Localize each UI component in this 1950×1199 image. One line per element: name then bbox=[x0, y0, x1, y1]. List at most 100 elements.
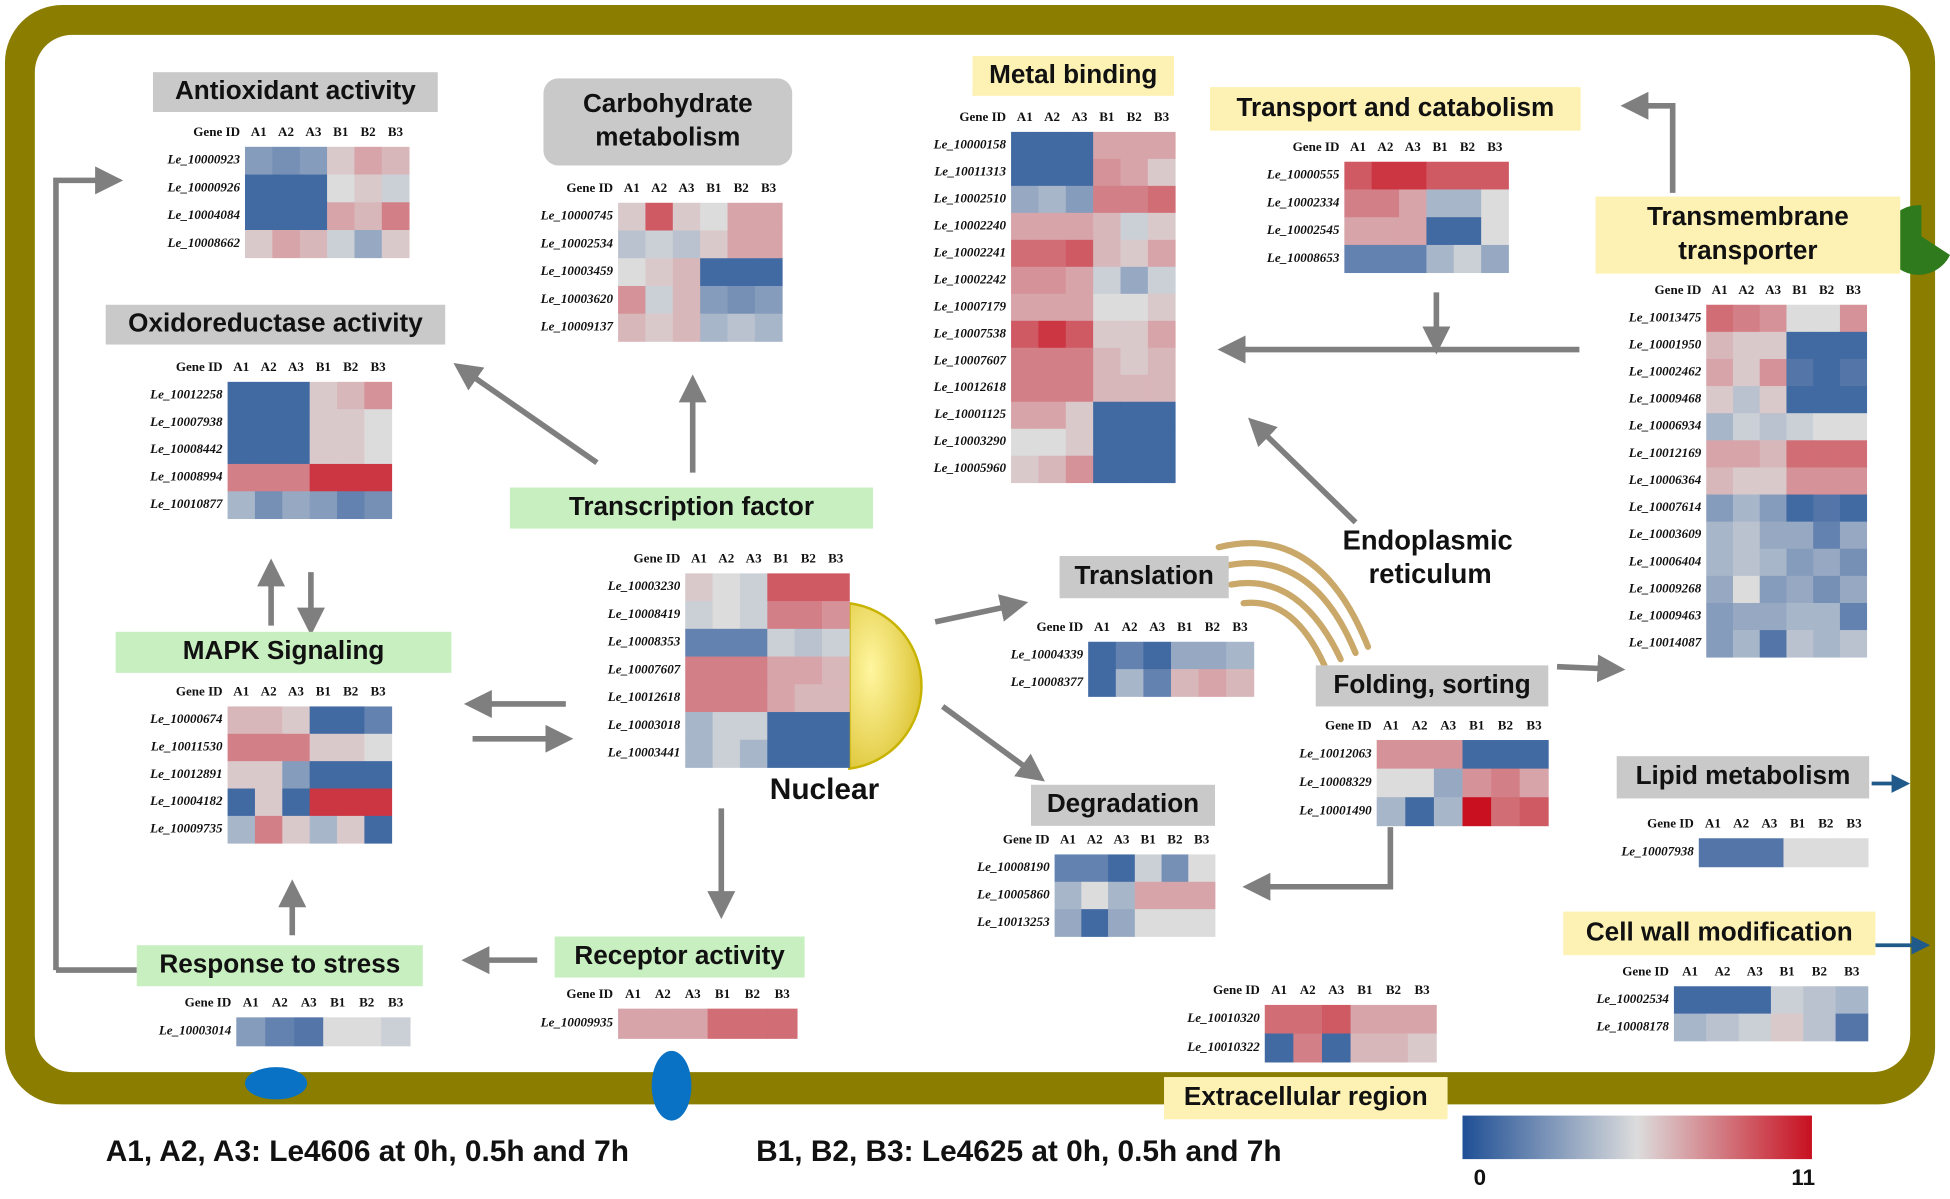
heat-cell bbox=[1011, 428, 1039, 457]
er bbox=[1215, 540, 1372, 669]
heat-cell bbox=[1093, 347, 1121, 376]
heat-cell bbox=[1093, 212, 1121, 241]
heat-cell bbox=[1011, 239, 1039, 268]
heat-cell bbox=[254, 491, 283, 520]
heat-cell bbox=[1344, 217, 1373, 246]
heat-cell bbox=[337, 463, 365, 492]
gene-id: Le_10003441 bbox=[607, 745, 680, 760]
column-header: A2 bbox=[1122, 619, 1138, 634]
column-header: B1 bbox=[316, 359, 331, 374]
heat-cell bbox=[712, 684, 741, 713]
column-header: B3 bbox=[388, 124, 404, 139]
column-header: A3 bbox=[1328, 982, 1344, 997]
heat-cell bbox=[1813, 386, 1841, 414]
gene-id: Le_10000674 bbox=[149, 711, 223, 726]
heat-cell bbox=[1803, 1013, 1836, 1042]
heat-cell bbox=[1143, 669, 1172, 697]
heat-cell bbox=[739, 601, 768, 630]
colorbar-tick-label: 0 bbox=[1474, 1165, 1486, 1190]
heat-cell bbox=[309, 815, 338, 844]
heat-cell bbox=[677, 1008, 708, 1039]
heat-cell bbox=[685, 601, 713, 630]
heat-cell bbox=[1065, 374, 1094, 403]
heat-cell bbox=[1835, 986, 1869, 1014]
column-header: Gene ID bbox=[176, 359, 223, 374]
heat-cell bbox=[1170, 669, 1199, 697]
heat-cell bbox=[1839, 838, 1869, 868]
column-header: A2 bbox=[1738, 282, 1754, 297]
heat-cell bbox=[364, 761, 393, 789]
heat-cell bbox=[1093, 428, 1121, 457]
panel-title: Transcription factor bbox=[569, 491, 814, 521]
heat-cell bbox=[1706, 575, 1734, 604]
heat-cell bbox=[227, 815, 256, 844]
heat-cell bbox=[254, 463, 283, 492]
heat-cell bbox=[1379, 1004, 1409, 1034]
heat-cell bbox=[754, 258, 783, 287]
heat-cell bbox=[1065, 347, 1094, 376]
heat-cell bbox=[381, 230, 410, 259]
heat-cell bbox=[1081, 909, 1109, 937]
heat-cell bbox=[1120, 347, 1149, 376]
heat-cell bbox=[618, 202, 646, 231]
heat-cell bbox=[227, 761, 256, 789]
title-box bbox=[1563, 911, 1876, 956]
heat-cell bbox=[739, 684, 768, 713]
heat-cell bbox=[1813, 494, 1841, 523]
heat-cell bbox=[1706, 521, 1734, 550]
gene-id: Le_10008353 bbox=[607, 634, 681, 649]
heat-cell bbox=[364, 463, 393, 492]
gene-id: Le_10002241 bbox=[933, 244, 1006, 259]
heat-cell bbox=[767, 1008, 798, 1039]
heat-cell bbox=[1706, 1013, 1739, 1042]
heat-cell bbox=[739, 712, 768, 741]
heat-cell bbox=[727, 313, 756, 342]
panel-title: Degradation bbox=[1047, 788, 1199, 818]
column-header: B3 bbox=[1844, 964, 1860, 979]
heat-cell bbox=[1732, 521, 1761, 550]
column-header: A1 bbox=[1017, 109, 1033, 124]
heat-cell bbox=[1706, 440, 1734, 468]
column-header: B1 bbox=[1099, 109, 1114, 124]
heat-cell bbox=[309, 409, 338, 437]
column-header: A3 bbox=[1440, 717, 1456, 732]
heat-cell bbox=[1038, 428, 1067, 457]
column-header: A3 bbox=[1149, 619, 1165, 634]
gene-id: Le_10008329 bbox=[1298, 774, 1372, 789]
heat-cell bbox=[794, 712, 823, 741]
heat-cell bbox=[1839, 440, 1868, 468]
heat-cell bbox=[1732, 467, 1761, 495]
heat-cell bbox=[1147, 347, 1176, 376]
heat-cell bbox=[1188, 854, 1216, 883]
heat-cell bbox=[1115, 641, 1144, 670]
heat-cell bbox=[1755, 838, 1784, 868]
heat-cell bbox=[1120, 212, 1149, 241]
heat-cell bbox=[1054, 881, 1082, 910]
heat-cell bbox=[1453, 189, 1482, 218]
heat-cell bbox=[672, 230, 701, 259]
column-header: A3 bbox=[305, 124, 321, 139]
column-header: Gene ID bbox=[1036, 619, 1083, 634]
column-header: B2 bbox=[360, 124, 375, 139]
heat-cell bbox=[1011, 455, 1039, 484]
gene-id: Le_10002510 bbox=[933, 190, 1007, 205]
heat-cell bbox=[1399, 244, 1427, 274]
heat-cell bbox=[767, 601, 796, 630]
gene-id: Le_10006364 bbox=[1628, 472, 1702, 487]
heat-cell bbox=[645, 230, 674, 259]
heat-cell bbox=[227, 409, 256, 437]
heat-cell bbox=[1732, 630, 1761, 658]
panel-title: Antioxidant activity bbox=[175, 75, 416, 105]
heat-cell bbox=[1706, 548, 1734, 577]
column-header: A2 bbox=[1087, 832, 1103, 847]
panel-title: Transport and catabolism bbox=[1236, 92, 1554, 122]
heat-cell bbox=[1088, 641, 1117, 670]
column-header: B3 bbox=[1154, 109, 1170, 124]
heat-cell bbox=[1011, 266, 1039, 295]
column-header: B1 bbox=[330, 995, 345, 1010]
heat-cell bbox=[1147, 320, 1176, 349]
heat-cell bbox=[1147, 428, 1176, 457]
column-header: Gene ID bbox=[193, 124, 240, 139]
heat-cell bbox=[1786, 440, 1814, 468]
